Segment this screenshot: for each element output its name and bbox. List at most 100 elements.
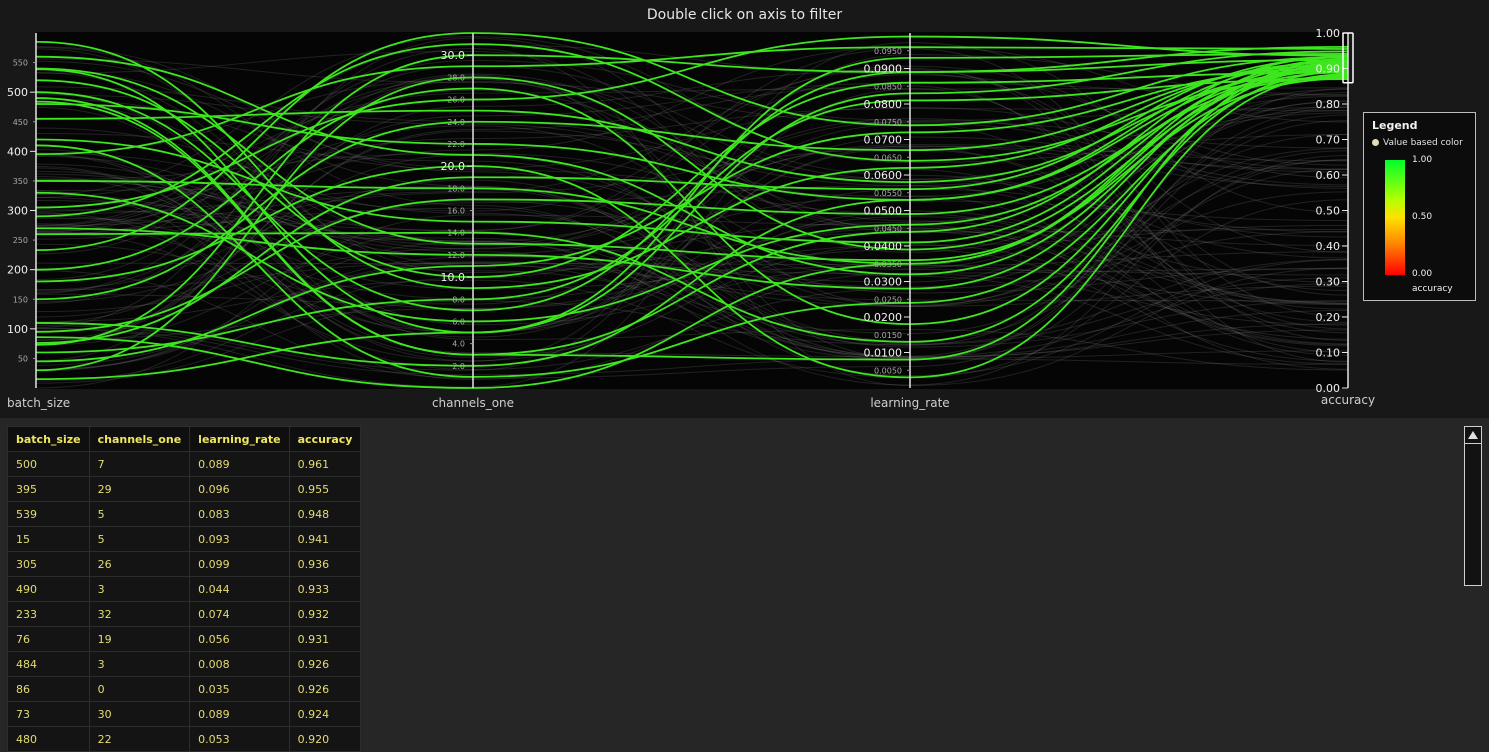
- background-line: [35, 132, 1349, 294]
- minor-tick-label: 0.0450: [874, 224, 902, 233]
- background-line: [35, 147, 1349, 334]
- table-row[interactable]: 86 0 0.035 0.926: [7, 676, 362, 702]
- highlighted-line: [35, 60, 1349, 201]
- minor-tick-label: 28.0: [447, 73, 465, 82]
- vertical-scrollbar[interactable]: [1464, 426, 1482, 586]
- cell-accuracy: 0.931: [288, 626, 362, 652]
- highlighted-line: [35, 74, 1349, 378]
- highlighted-line: [35, 63, 1349, 290]
- tick-label: 0.90: [1316, 63, 1341, 76]
- cell-learning-rate: 0.096: [189, 476, 290, 502]
- highlighted-line: [35, 78, 1349, 354]
- highlighted-line: [35, 40, 1349, 290]
- highlighted-line: [35, 53, 1349, 381]
- table-body: 500 7 0.089 0.961 395 29 0.096 0.955 539 5 0.083 0.…: [7, 451, 362, 752]
- background-line: [35, 74, 1349, 362]
- cell-learning-rate: 0.089: [189, 451, 290, 477]
- background-line: [35, 186, 1349, 345]
- minor-tick-label: 0.0250: [874, 295, 902, 304]
- cell-channels-one: 26: [88, 551, 191, 577]
- cell-learning-rate: 0.074: [189, 601, 290, 627]
- background-line: [35, 214, 1349, 389]
- minor-tick-label: 24.0: [447, 118, 465, 127]
- minor-tick-label: 0.0350: [874, 260, 902, 269]
- minor-tick-label: 16.0: [447, 207, 465, 216]
- column-header-learning-rate[interactable]: learning_rate: [189, 426, 290, 452]
- legend-title: Legend: [1372, 119, 1418, 132]
- background-line: [35, 199, 1349, 379]
- highlighted-line: [35, 46, 1349, 156]
- table-row[interactable]: 76 19 0.056 0.931: [7, 626, 362, 652]
- cell-learning-rate: 0.008: [189, 651, 290, 677]
- cell-accuracy: 0.936: [288, 551, 362, 577]
- background-line: [35, 102, 1349, 358]
- tick-label: 1.00: [1316, 27, 1341, 40]
- legend-variable-label: accuracy: [1412, 284, 1453, 294]
- tick-label: 400: [7, 145, 28, 158]
- axis-brush[interactable]: [1342, 32, 1354, 84]
- tick-label: 300: [7, 205, 28, 218]
- axis-batch-size[interactable]: 100 200 300 400 500 50 150 250 350 450 550 batch_si…: [7, 33, 70, 410]
- axis-label: batch_size: [7, 396, 70, 410]
- background-line: [35, 82, 1349, 293]
- tick-label: 0.0900: [864, 63, 903, 76]
- highlighted-line: [35, 45, 1349, 312]
- table-row[interactable]: 539 5 0.083 0.948: [7, 501, 362, 527]
- table-row[interactable]: 233 32 0.074 0.932: [7, 601, 362, 627]
- highlighted-line: [35, 71, 1349, 278]
- table-row[interactable]: 15 5 0.093 0.941: [7, 526, 362, 552]
- parallel-coordinates-plot[interactable]: 100 200 300 400 500 50 150 250 350 450 550 batch_si…: [0, 0, 1489, 418]
- cell-batch-size: 480: [7, 726, 90, 752]
- minor-tick-label: 22.0: [447, 140, 465, 149]
- cell-channels-one: 0: [88, 676, 191, 702]
- column-header-channels-one[interactable]: channels_one: [88, 426, 191, 452]
- scroll-up-button[interactable]: [1465, 427, 1481, 444]
- cell-accuracy: 0.920: [288, 726, 362, 752]
- axis-channels-one[interactable]: 10.0 20.0 30.0 2.0 4.0 6.0 8.0 12.0 14.0 16.0 18.0…: [432, 33, 514, 410]
- background-line: [35, 154, 1349, 324]
- background-line: [35, 60, 1349, 255]
- axis-accuracy[interactable]: 0.00 0.10 0.20 0.30 0.40 0.50 0.60 0.70 0.80 0.90…: [1316, 27, 1376, 407]
- column-header-batch-size[interactable]: batch_size: [7, 426, 90, 452]
- tick-label: 20.0: [441, 160, 466, 173]
- cell-accuracy: 0.924: [288, 701, 362, 727]
- minor-tick-label: 50: [18, 354, 28, 363]
- cell-accuracy: 0.926: [288, 676, 362, 702]
- background-line: [35, 154, 1349, 386]
- legend-color-scale: [1385, 160, 1405, 275]
- background-line: [35, 159, 1349, 379]
- table-row[interactable]: 500 7 0.089 0.961: [7, 451, 362, 477]
- legend-dot-icon: [1372, 139, 1379, 146]
- cell-learning-rate: 0.093: [189, 526, 290, 552]
- cell-batch-size: 500: [7, 451, 90, 477]
- table-row[interactable]: 305 26 0.099 0.936: [7, 551, 362, 577]
- tick-label: 0.0700: [864, 134, 903, 147]
- table-row[interactable]: 395 29 0.096 0.955: [7, 476, 362, 502]
- table-row[interactable]: 484 3 0.008 0.926: [7, 651, 362, 677]
- tick-label: 100: [7, 323, 28, 336]
- cell-learning-rate: 0.044: [189, 576, 290, 602]
- legend-item-label: Value based color: [1383, 138, 1463, 148]
- minor-tick-label: 0.0850: [874, 82, 902, 91]
- tick-label: 200: [7, 264, 28, 277]
- highlighted-line: [35, 66, 1349, 363]
- tick-label: 0.40: [1316, 240, 1341, 253]
- cell-batch-size: 86: [7, 676, 90, 702]
- minor-tick-label: 8.0: [452, 295, 465, 304]
- cell-channels-one: 7: [88, 451, 191, 477]
- cell-learning-rate: 0.099: [189, 551, 290, 577]
- highlighted-lines: [35, 32, 1349, 389]
- table-row[interactable]: 490 3 0.044 0.933: [7, 576, 362, 602]
- highlighted-line: [35, 71, 1349, 372]
- table-row[interactable]: 480 22 0.053 0.920: [7, 726, 362, 752]
- axes[interactable]: 100 200 300 400 500 50 150 250 350 450 550 batch_si…: [7, 27, 1375, 410]
- cell-accuracy: 0.926: [288, 651, 362, 677]
- column-header-accuracy[interactable]: accuracy: [288, 426, 362, 452]
- highlighted-line: [35, 75, 1349, 333]
- background-line: [35, 65, 1349, 281]
- background-line: [35, 145, 1349, 372]
- axis-learning-rate[interactable]: 0.0100 0.0200 0.0300 0.0400 0.0500 0.0600 0.07…: [864, 33, 950, 410]
- minor-tick-label: 2.0: [452, 362, 465, 371]
- table-row[interactable]: 73 30 0.089 0.924: [7, 701, 362, 727]
- cell-channels-one: 5: [88, 526, 191, 552]
